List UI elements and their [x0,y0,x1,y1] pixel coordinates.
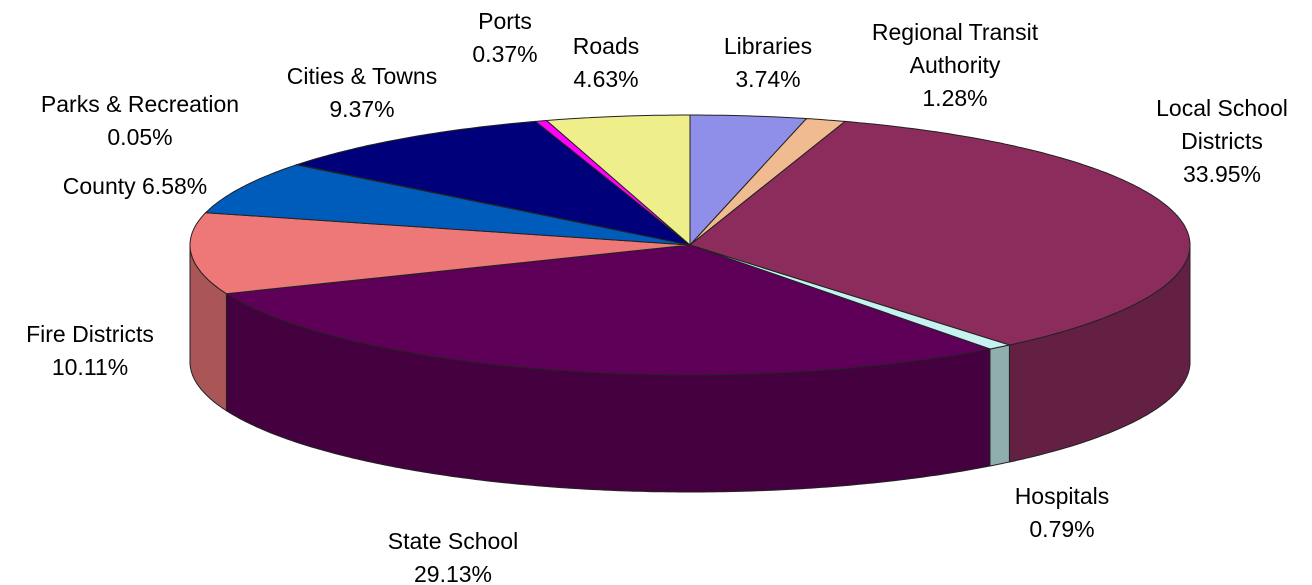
slice [688,120,1191,346]
slice [204,164,691,246]
label-value: 4.63% [573,66,639,92]
label-value: 1.28% [922,85,988,111]
slice-label: State School 29.13% [353,525,553,585]
label-name: Ports [478,8,532,34]
label-value: 6.58% [142,173,208,199]
slice-label: Roads 4.63% [546,30,666,96]
label-name: State School [387,528,519,554]
slice [295,120,691,246]
label-name: County [62,173,136,199]
label-name: Roads [572,33,640,59]
slice-label: Ports 0.37% [455,5,555,71]
label-value: 0.37% [472,41,538,67]
label-name: Cities & Towns [286,63,438,89]
slice-label: Regional Transit Authority 1.28% [840,16,1070,115]
slice-label: Parks & Recreation 0.05% [0,88,285,154]
slice-label: County 6.58% [5,170,265,203]
label-value: 9.37% [329,96,395,122]
label-name: Hospitals [1014,483,1110,509]
slice [689,118,847,246]
slice-label: Cities & Towns 9.37% [252,60,472,126]
label-name: Fire Districts [26,321,154,347]
slice-label: Fire Districts 10.11% [0,318,180,384]
slice [545,114,691,247]
label-name: Libraries [723,33,813,59]
label-name: Local School Districts [1156,95,1288,154]
slice [224,244,992,376]
label-value: 10.11% [51,354,129,380]
label-value: 33.95% [1182,161,1261,187]
slice-label: Local School Districts 33.95% [1132,92,1312,191]
slice-label: Hospitals 0.79% [987,480,1137,546]
label-value: 29.13% [413,561,492,585]
label-name: Parks & Recreation [40,91,240,117]
label-value: 0.79% [1029,516,1095,542]
slice-label: Libraries 3.74% [693,30,843,96]
slice [689,114,808,247]
slice [189,212,691,295]
label-name: Regional Transit Authority [871,19,1039,78]
slice-side [989,344,1010,467]
label-value: 0.05% [107,124,173,150]
label-value: 3.74% [735,66,801,92]
